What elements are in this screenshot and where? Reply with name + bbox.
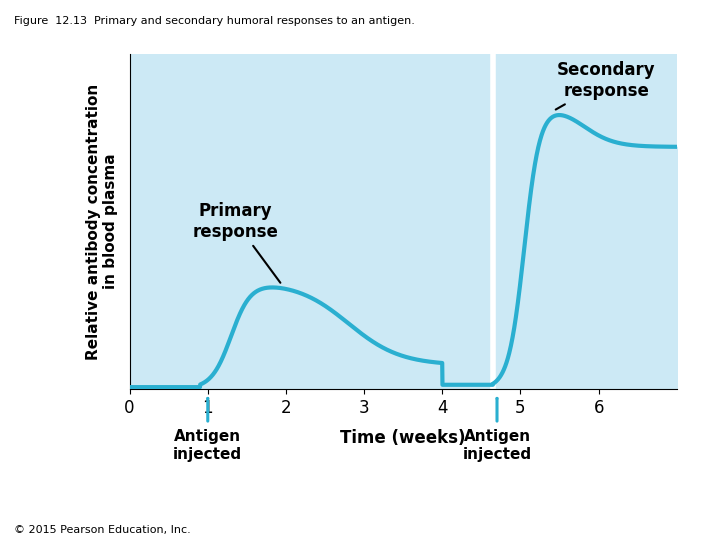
Text: Primary
response: Primary response <box>192 202 280 283</box>
Y-axis label: Relative antibody concentration
in blood plasma: Relative antibody concentration in blood… <box>86 83 119 360</box>
Text: Antigen
injected: Antigen injected <box>174 429 243 462</box>
Text: Secondary
response: Secondary response <box>556 62 656 110</box>
Text: © 2015 Pearson Education, Inc.: © 2015 Pearson Education, Inc. <box>14 524 191 535</box>
Text: Figure  12.13  Primary and secondary humoral responses to an antigen.: Figure 12.13 Primary and secondary humor… <box>14 16 415 26</box>
Text: Antigen
injected: Antigen injected <box>462 429 531 462</box>
Text: Time (weeks): Time (weeks) <box>341 429 466 447</box>
